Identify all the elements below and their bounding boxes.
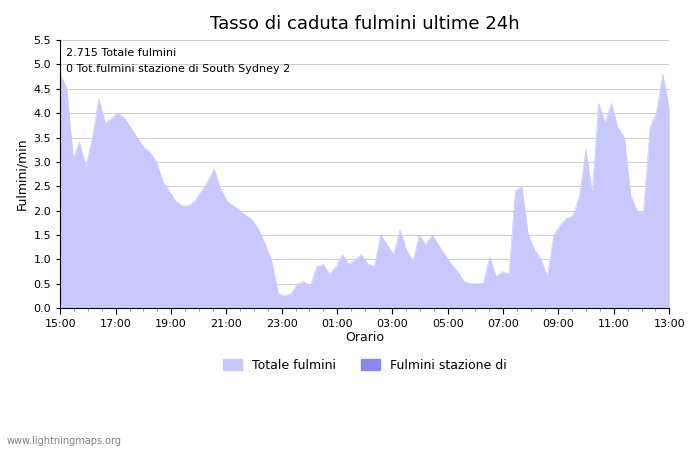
- Legend: Totale fulmini, Fulmini stazione di: Totale fulmini, Fulmini stazione di: [218, 354, 512, 377]
- Title: Tasso di caduta fulmini ultime 24h: Tasso di caduta fulmini ultime 24h: [210, 15, 519, 33]
- X-axis label: Orario: Orario: [345, 331, 384, 344]
- Y-axis label: Fulmini/min: Fulmini/min: [15, 138, 28, 211]
- Text: 2.715 Totale fulmini: 2.715 Totale fulmini: [66, 48, 176, 58]
- Text: 0 Tot.fulmini stazione di South Sydney 2: 0 Tot.fulmini stazione di South Sydney 2: [66, 64, 290, 74]
- Text: www.lightningmaps.org: www.lightningmaps.org: [7, 436, 122, 446]
